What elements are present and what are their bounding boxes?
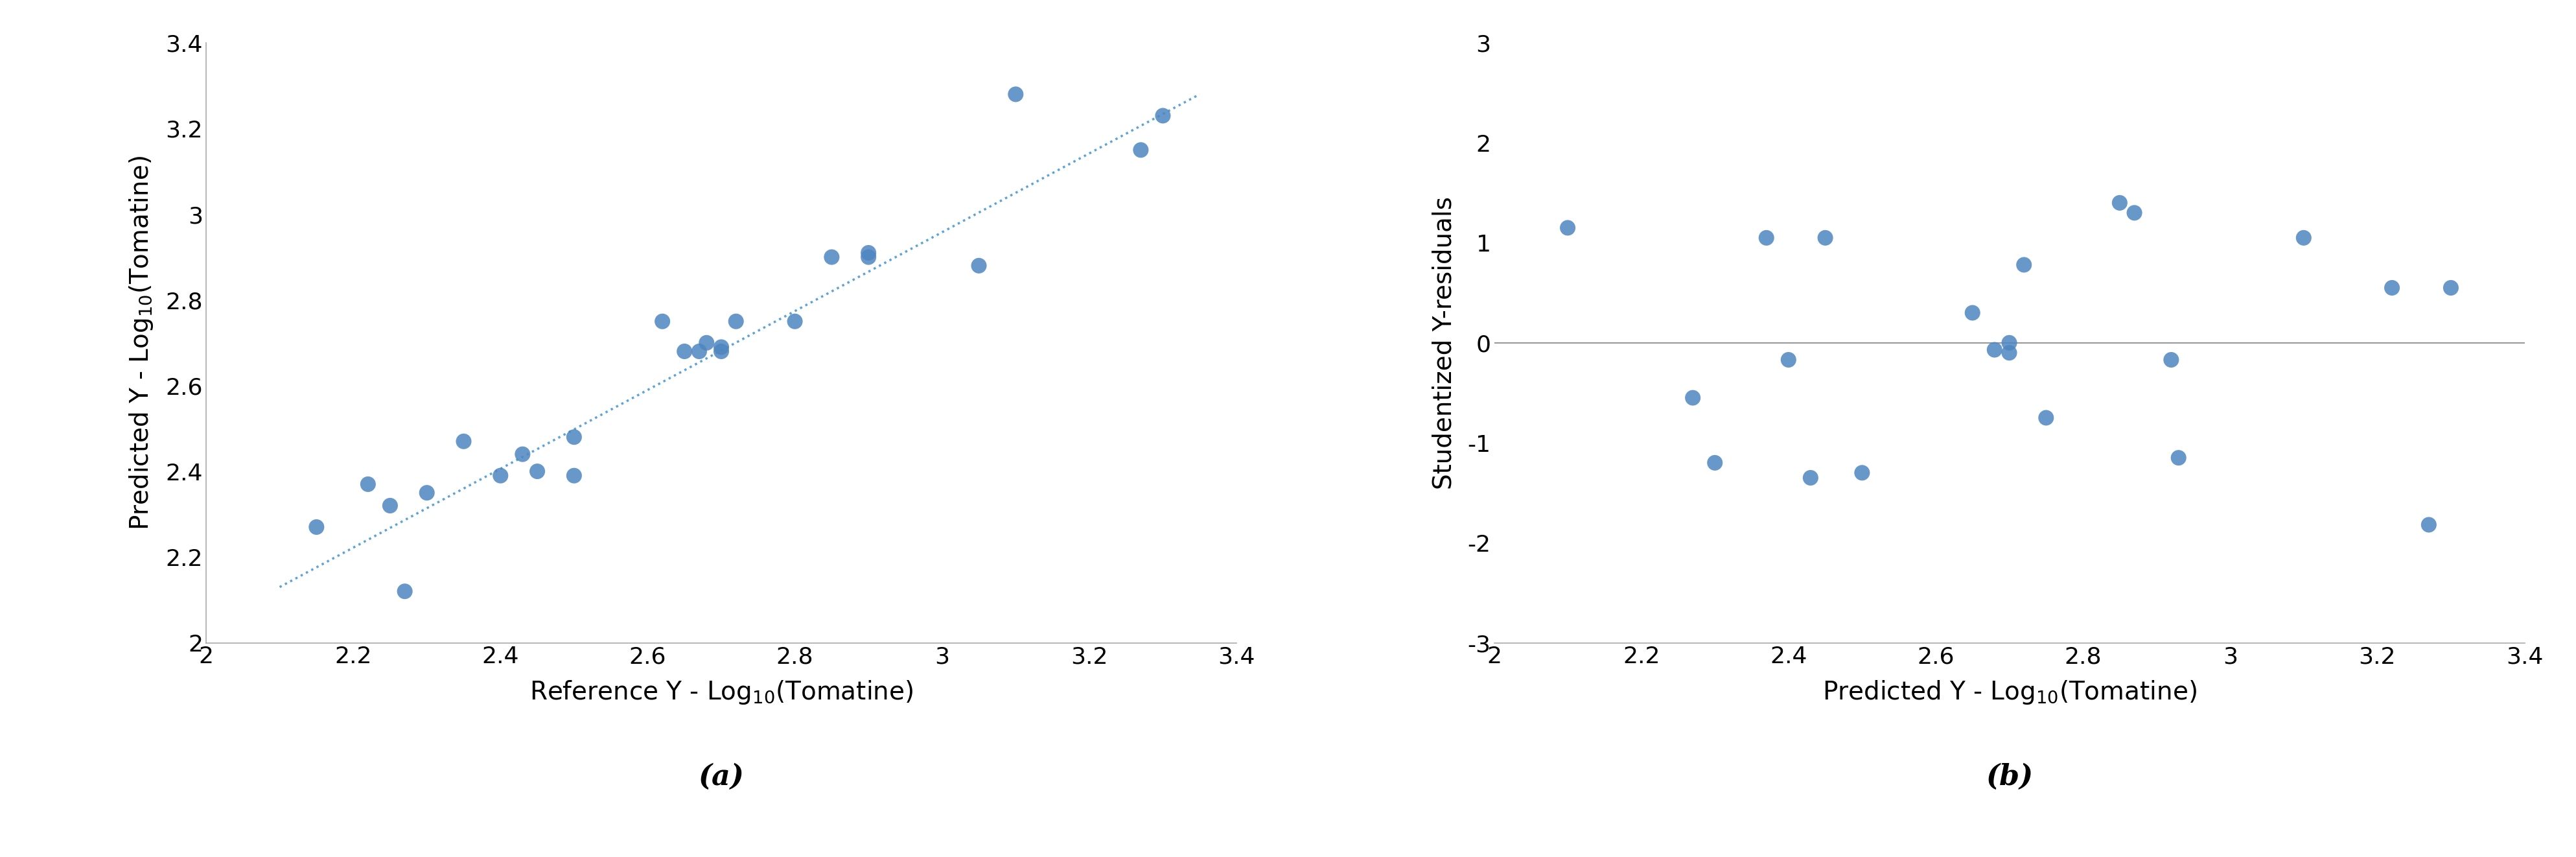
Y-axis label: Studentized Y-residuals: Studentized Y-residuals: [1432, 196, 1458, 489]
Point: [1548, 221, 1589, 235]
Text: (a): (a): [698, 763, 744, 791]
Y-axis label: Predicted Y - Log$_{10}$(Tomatine): Predicted Y - Log$_{10}$(Tomatine): [129, 155, 155, 530]
Point: [479, 469, 520, 482]
Point: [348, 477, 389, 491]
Point: [685, 336, 726, 350]
Point: [2159, 451, 2200, 464]
Point: [775, 315, 817, 328]
X-axis label: Reference Y - Log$_{10}$(Tomatine): Reference Y - Log$_{10}$(Tomatine): [531, 679, 912, 706]
Point: [518, 464, 559, 478]
Point: [1672, 391, 1713, 405]
Point: [1747, 231, 1788, 245]
Point: [384, 584, 425, 598]
Point: [2004, 258, 2045, 272]
Point: [2282, 231, 2324, 245]
Point: [701, 340, 742, 354]
Point: [848, 246, 889, 260]
Point: [641, 315, 683, 328]
Point: [2115, 206, 2156, 219]
Point: [1989, 346, 2030, 360]
Point: [1953, 306, 1994, 320]
Point: [1806, 231, 1847, 245]
Point: [2151, 353, 2192, 367]
Point: [848, 250, 889, 264]
Point: [1767, 353, 1808, 367]
Point: [716, 315, 757, 328]
Point: [2372, 281, 2414, 295]
Point: [368, 499, 410, 512]
Point: [677, 345, 719, 358]
Point: [1695, 456, 1736, 470]
Point: [1989, 336, 2030, 350]
Point: [994, 87, 1036, 101]
Point: [407, 486, 448, 500]
Point: [1141, 109, 1182, 123]
Point: [701, 345, 742, 358]
Point: [1790, 471, 1832, 485]
Point: [554, 430, 595, 444]
Point: [665, 345, 706, 358]
Point: [2025, 411, 2066, 425]
Point: [2429, 281, 2470, 295]
Text: (b): (b): [1986, 763, 2032, 791]
Point: [554, 469, 595, 482]
Point: [502, 447, 544, 461]
Point: [2409, 518, 2450, 531]
Point: [1842, 466, 1883, 480]
Point: [2099, 196, 2141, 210]
X-axis label: Predicted Y - Log$_{10}$(Tomatine): Predicted Y - Log$_{10}$(Tomatine): [1821, 679, 2197, 706]
Point: [1973, 343, 2014, 357]
Point: [443, 434, 484, 448]
Point: [1121, 143, 1162, 157]
Point: [296, 520, 337, 534]
Point: [811, 250, 853, 264]
Point: [958, 259, 999, 273]
